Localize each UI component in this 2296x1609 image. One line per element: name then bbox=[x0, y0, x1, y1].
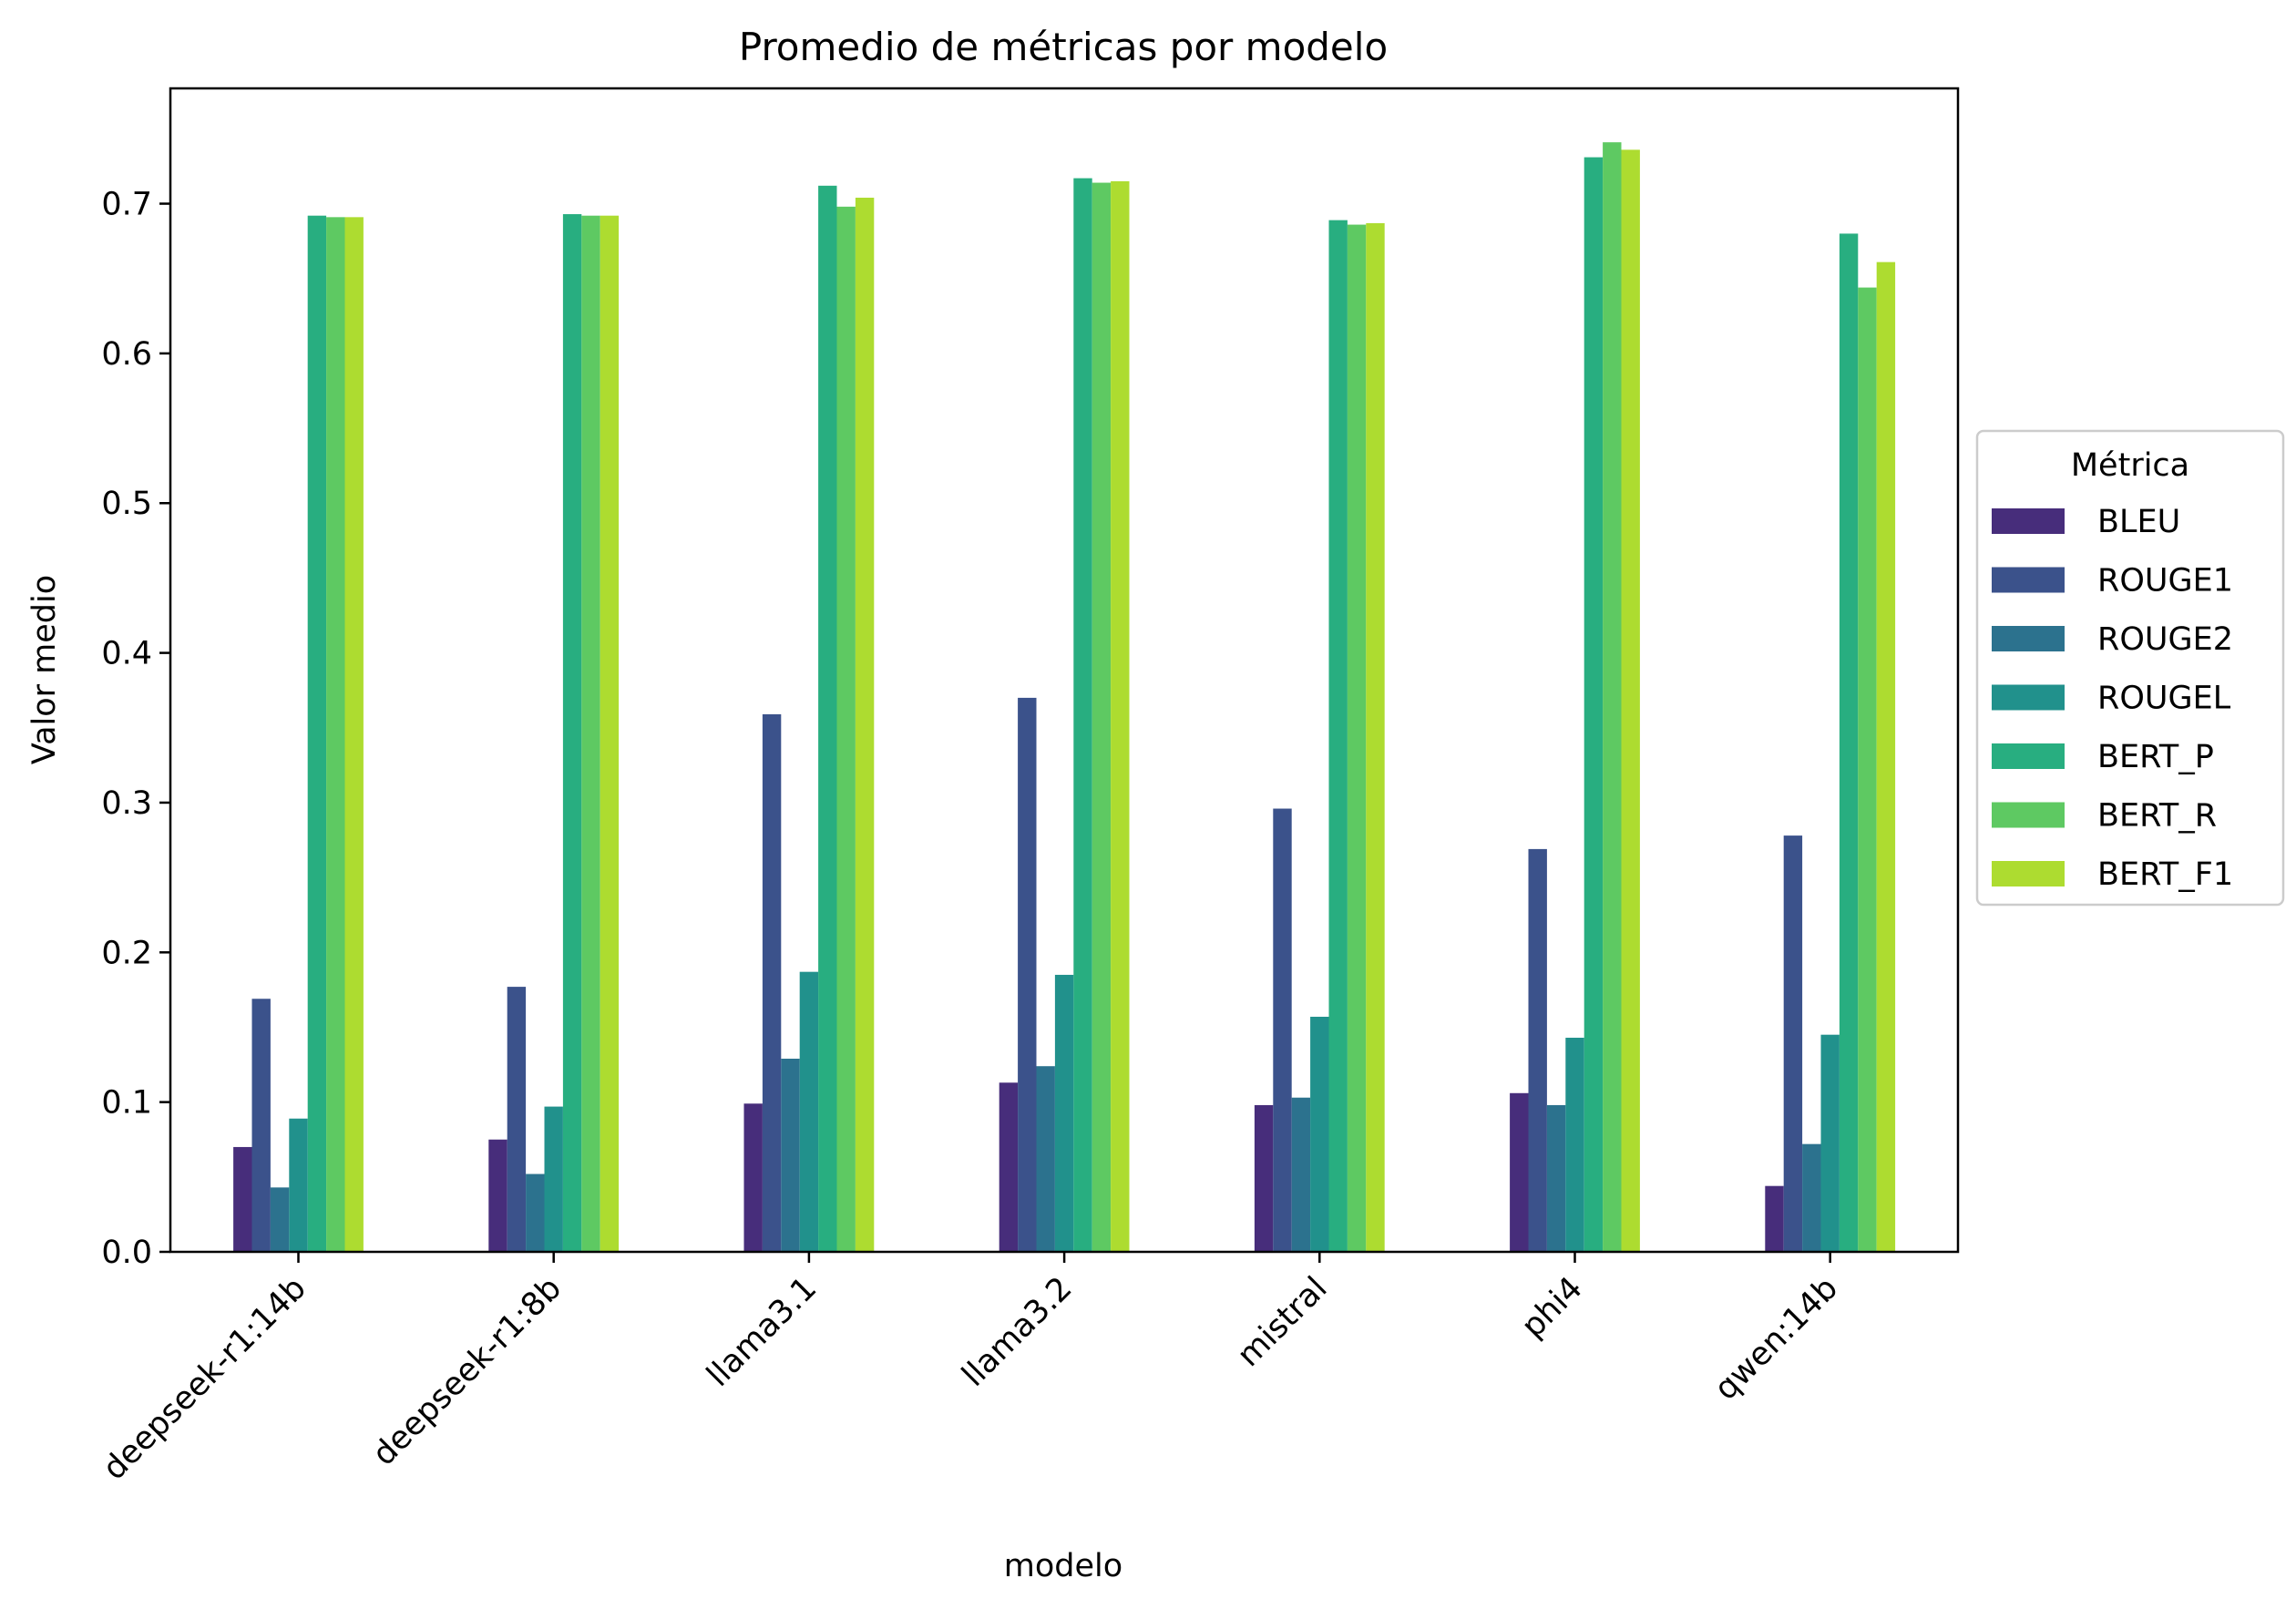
legend-swatch-bleu bbox=[1992, 508, 2065, 534]
y-tick-label: 0.7 bbox=[101, 187, 152, 223]
y-tick-label: 0.0 bbox=[101, 1235, 152, 1271]
bar-bert_f1-6 bbox=[1876, 261, 1896, 1252]
x-tick-label: llama3.1 bbox=[700, 1270, 824, 1394]
legend-title: Métrica bbox=[2071, 447, 2189, 484]
y-tick-label: 0.5 bbox=[101, 486, 152, 522]
bar-bert_r-2 bbox=[836, 206, 856, 1253]
bar-bert_p-4 bbox=[1328, 220, 1348, 1252]
legend-frame bbox=[1975, 429, 2285, 907]
bar-rouge2-4 bbox=[1291, 1097, 1311, 1252]
bar-bert_p-6 bbox=[1839, 233, 1859, 1252]
legend-label: BERT_R bbox=[2097, 798, 2217, 835]
legend-swatch-bert_r bbox=[1992, 802, 2065, 828]
chart-title: Promedio de métricas por modelo bbox=[739, 25, 1388, 69]
legend-label: BLEU bbox=[2097, 504, 2180, 540]
bar-rougel-6 bbox=[1820, 1034, 1840, 1252]
bar-rougel-5 bbox=[1565, 1037, 1584, 1252]
legend-label: BERT_F1 bbox=[2097, 856, 2233, 893]
bar-rouge2-2 bbox=[781, 1058, 800, 1252]
bar-bleu-5 bbox=[1510, 1092, 1529, 1252]
bar-bert_r-5 bbox=[1603, 142, 1622, 1252]
bar-rouge2-5 bbox=[1546, 1104, 1566, 1252]
bar-bert_p-2 bbox=[818, 185, 837, 1253]
x-axis-label: modelo bbox=[1004, 1548, 1122, 1584]
bars bbox=[233, 142, 1896, 1253]
legend-label: ROUGEL bbox=[2097, 681, 2231, 717]
bar-bert_f1-5 bbox=[1621, 149, 1640, 1252]
legend-swatch-rougel bbox=[1992, 684, 2065, 711]
bar-rouge1-0 bbox=[251, 999, 271, 1252]
bar-bleu-6 bbox=[1765, 1185, 1784, 1252]
legend-swatch-bert_p bbox=[1992, 743, 2065, 769]
y-tick-label: 0.3 bbox=[101, 785, 152, 822]
bar-bert_r-4 bbox=[1347, 224, 1367, 1252]
legend-label: BERT_P bbox=[2097, 739, 2214, 775]
bar-bert_p-3 bbox=[1073, 178, 1092, 1253]
bar-rougel-1 bbox=[544, 1106, 563, 1252]
bar-bert_f1-1 bbox=[600, 215, 620, 1253]
bar-rouge1-2 bbox=[762, 713, 782, 1252]
bar-bleu-0 bbox=[233, 1146, 252, 1252]
y-axis-label: Valor medio bbox=[26, 575, 63, 764]
bar-rougel-4 bbox=[1310, 1016, 1329, 1252]
bar-rouge2-3 bbox=[1036, 1066, 1055, 1252]
legend-swatch-rouge1 bbox=[1992, 567, 2065, 593]
bar-bleu-4 bbox=[1254, 1104, 1274, 1252]
x-axis: deepseek-r1:14b deepseek-r1:8b llama3.1 lla… bbox=[97, 1252, 1845, 1487]
bar-bleu-2 bbox=[743, 1103, 763, 1252]
legend-label: ROUGE2 bbox=[2097, 621, 2233, 658]
x-tick-label: qwen:14b bbox=[1707, 1270, 1845, 1408]
x-tick-label: deepseek-r1:8b bbox=[366, 1270, 569, 1472]
bar-rouge1-1 bbox=[507, 987, 527, 1252]
bar-bert_r-1 bbox=[581, 215, 600, 1253]
y-tick-label: 0.1 bbox=[101, 1085, 152, 1122]
bar-bert_f1-3 bbox=[1111, 180, 1130, 1252]
bar-rougel-3 bbox=[1054, 974, 1074, 1252]
plot-frame bbox=[169, 87, 1960, 1254]
bar-bert_p-1 bbox=[562, 214, 582, 1252]
bar-rouge1-6 bbox=[1783, 835, 1803, 1252]
bar-rouge1-5 bbox=[1528, 848, 1547, 1252]
y-axis: 0.0 0.1 0.2 0.3 0.4 0.5 0.6 0.7 bbox=[101, 187, 170, 1271]
bar-bert_f1-4 bbox=[1366, 222, 1385, 1252]
y-tick-label: 0.2 bbox=[101, 935, 152, 971]
bar-rouge2-1 bbox=[526, 1173, 545, 1252]
bar-rouge2-6 bbox=[1802, 1143, 1821, 1252]
y-tick-label: 0.6 bbox=[101, 336, 152, 373]
legend-swatch-rouge2 bbox=[1992, 626, 2065, 651]
bar-bert_f1-0 bbox=[344, 217, 364, 1253]
bar-bert_f1-2 bbox=[855, 197, 875, 1253]
legend-swatch-bert_f1 bbox=[1992, 861, 2065, 886]
legend: Métrica BLEU ROUGE1 ROUGE2 ROUGEL BERT_P BERT… bbox=[1975, 429, 2285, 907]
x-tick-label: deepseek-r1:14b bbox=[97, 1270, 313, 1487]
bar-rouge1-3 bbox=[1018, 697, 1037, 1252]
x-tick-label: phi4 bbox=[1515, 1270, 1590, 1345]
bar-rouge1-4 bbox=[1273, 808, 1292, 1252]
bar-rougel-0 bbox=[289, 1118, 308, 1252]
x-tick-label: llama3.2 bbox=[956, 1270, 1080, 1394]
y-tick-label: 0.4 bbox=[101, 636, 152, 672]
bar-bert_r-3 bbox=[1092, 182, 1112, 1252]
bar-rouge2-0 bbox=[270, 1187, 290, 1252]
bar-bert_r-6 bbox=[1858, 287, 1877, 1253]
legend-items: BLEU ROUGE1 ROUGE2 ROUGEL BERT_P BERT_R BERT_F… bbox=[1992, 504, 2233, 893]
bar-bert_p-5 bbox=[1584, 157, 1604, 1253]
bar-bert_p-0 bbox=[307, 215, 327, 1253]
bar-rougel-2 bbox=[799, 971, 819, 1252]
x-tick-label: mistral bbox=[1231, 1270, 1335, 1374]
legend-label: ROUGE1 bbox=[2097, 563, 2233, 600]
bar-bert_r-0 bbox=[326, 217, 345, 1253]
bar-bleu-1 bbox=[488, 1139, 507, 1252]
bar-bleu-3 bbox=[999, 1082, 1019, 1252]
